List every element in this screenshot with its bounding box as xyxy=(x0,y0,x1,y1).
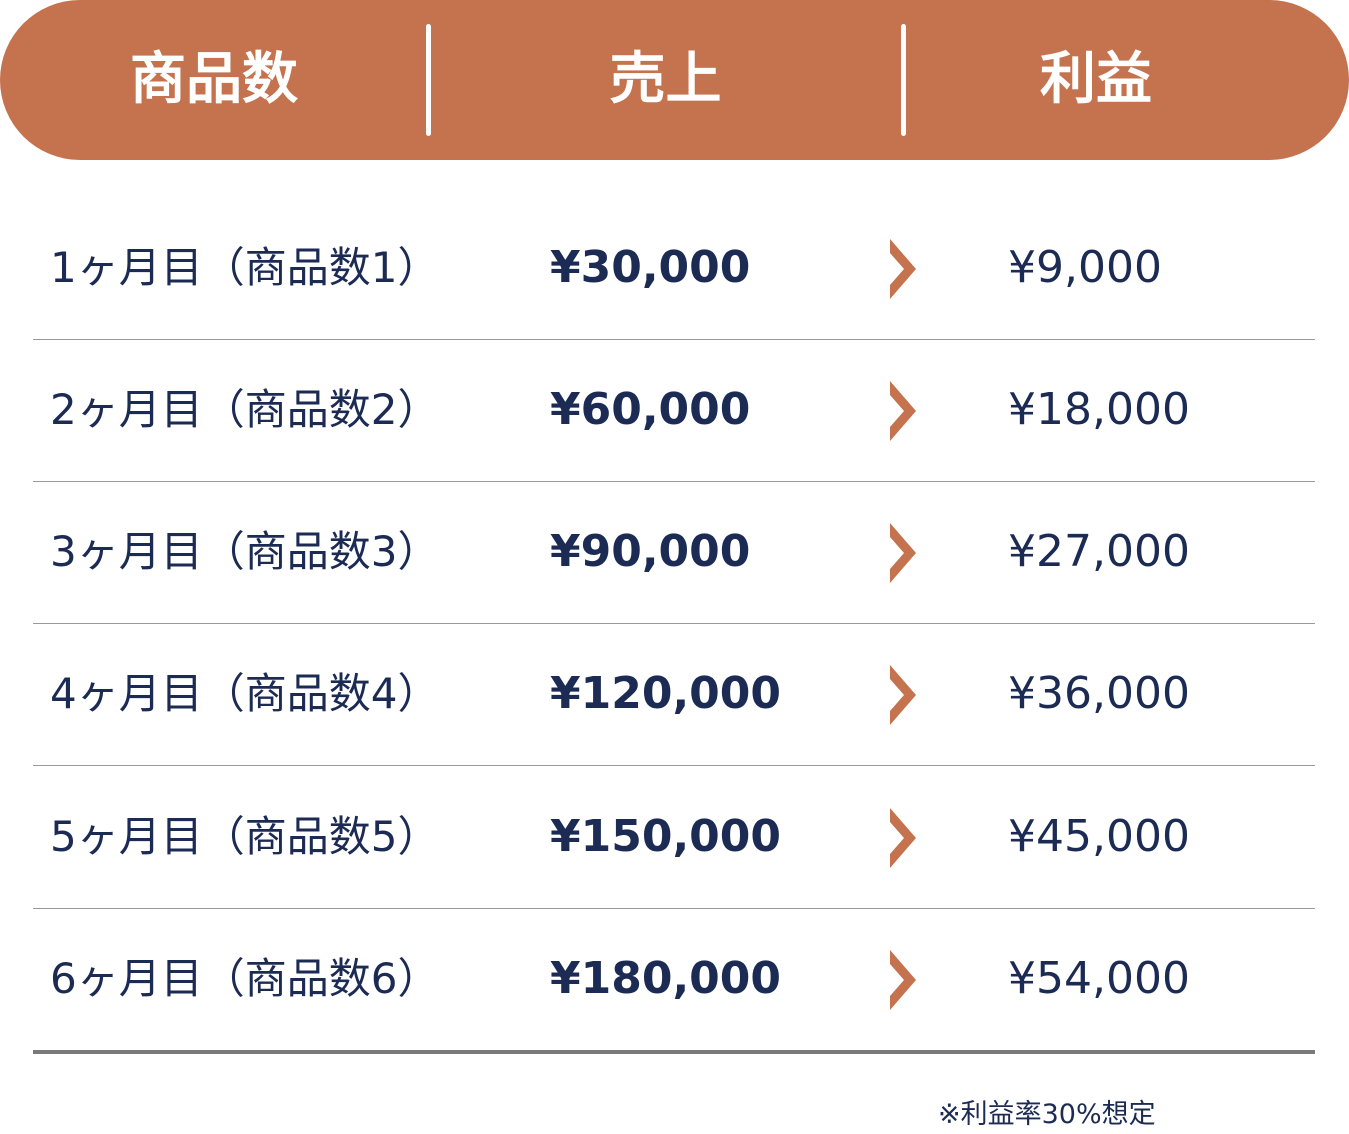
chevron-right-icon xyxy=(890,665,916,725)
header-item-count: 商品数 xyxy=(130,47,298,112)
row-label: 1ヶ月目（商品数1） xyxy=(50,243,440,292)
row-profit: ¥27,000 xyxy=(1008,526,1190,577)
row-label: 4ヶ月目（商品数4） xyxy=(50,669,440,718)
row-sales: ¥90,000 xyxy=(550,526,751,577)
row-sales: ¥60,000 xyxy=(550,384,751,435)
row-sales: ¥180,000 xyxy=(550,953,782,1004)
table-row: 4ヶ月目（商品数4） ¥120,000 ¥36,000 xyxy=(33,623,1315,766)
chevron-right-icon xyxy=(890,381,916,441)
chevron-right-icon xyxy=(890,808,916,868)
row-profit: ¥54,000 xyxy=(1008,953,1190,1004)
row-sales: ¥120,000 xyxy=(550,668,782,719)
row-profit: ¥45,000 xyxy=(1008,811,1190,862)
row-profit: ¥9,000 xyxy=(1008,242,1162,293)
table-row: 1ヶ月目（商品数1） ¥30,000 ¥9,000 xyxy=(33,197,1315,340)
header-divider xyxy=(901,24,906,136)
row-label: 3ヶ月目（商品数3） xyxy=(50,527,440,576)
row-label: 2ヶ月目（商品数2） xyxy=(50,385,440,434)
table-row: 5ヶ月目（商品数5） ¥150,000 ¥45,000 xyxy=(33,766,1315,909)
chevron-right-icon xyxy=(890,523,916,583)
row-sales: ¥30,000 xyxy=(550,242,751,293)
header-sales: 売上 xyxy=(609,47,722,112)
footnote: ※利益率30%想定 xyxy=(938,1099,1156,1130)
table-row: 6ヶ月目（商品数6） ¥180,000 ¥54,000 xyxy=(33,908,1315,1054)
row-sales: ¥150,000 xyxy=(550,811,782,862)
header-profit: 利益 xyxy=(1040,47,1152,112)
row-label: 6ヶ月目（商品数6） xyxy=(50,954,440,1003)
table-row: 3ヶ月目（商品数3） ¥90,000 ¥27,000 xyxy=(33,481,1315,624)
row-profit: ¥18,000 xyxy=(1008,384,1190,435)
chevron-right-icon xyxy=(890,239,916,299)
row-profit: ¥36,000 xyxy=(1008,668,1190,719)
chevron-right-icon xyxy=(890,950,916,1010)
row-label: 5ヶ月目（商品数5） xyxy=(50,812,440,861)
header-divider xyxy=(426,24,431,136)
table-header: 商品数 売上 利益 xyxy=(0,0,1349,160)
table-row: 2ヶ月目（商品数2） ¥60,000 ¥18,000 xyxy=(33,339,1315,482)
